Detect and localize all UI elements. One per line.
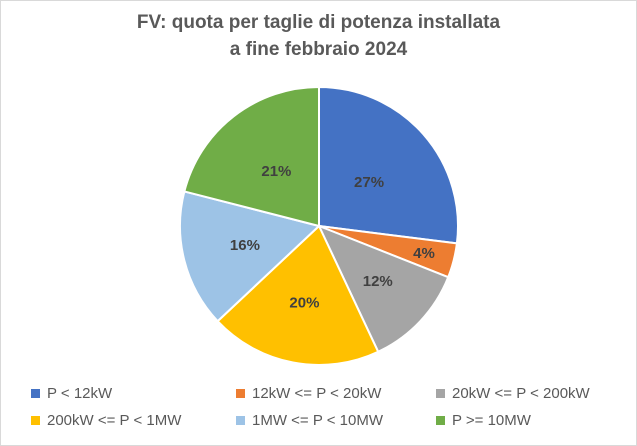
legend-item-3: 20kW <= P < 200kW [436, 385, 621, 402]
legend-label: P < 12kW [47, 385, 113, 402]
data-label-6: 21% [261, 163, 291, 180]
legend-label: 12kW <= P < 20kW [252, 385, 382, 402]
legend-item-4: 200kW <= P < 1MW [31, 412, 236, 429]
legend-swatch [436, 389, 445, 398]
pie-slice-4 [216, 224, 380, 366]
pie-slice-6 [183, 85, 320, 228]
data-label-4: 20% [289, 294, 319, 311]
chart-title-line-1: FV: quota per taglie di potenza installa… [136, 12, 501, 33]
legend-item-6: P >= 10MW [436, 412, 621, 429]
legend: P < 12kW 12kW <= P < 20kW 20kW <= P < 200k… [31, 385, 621, 429]
legend-swatch [31, 389, 40, 398]
legend-label: 20kW <= P < 200kW [452, 385, 590, 402]
data-label-2: 4% [413, 245, 435, 262]
legend-swatch [31, 416, 40, 425]
data-label-5: 16% [230, 237, 260, 254]
legend-item-5: 1MW <= P < 10MW [236, 412, 436, 429]
legend-swatch [236, 389, 245, 398]
legend-item-1: P < 12kW [31, 385, 236, 402]
chart-title: FV: quota per taglie di potenza installa… [1, 9, 636, 63]
legend-label: P >= 10MW [452, 412, 531, 429]
pie-slice-1 [318, 85, 459, 245]
legend-swatch [436, 416, 445, 425]
chart-title-line-2: a fine febbraio 2024 [229, 39, 408, 60]
legend-label: 1MW <= P < 10MW [252, 412, 384, 429]
data-label-1: 27% [354, 174, 384, 191]
legend-label: 200kW <= P < 1MW [47, 412, 182, 429]
legend-swatch [236, 416, 245, 425]
pie-slice-5 [179, 190, 322, 323]
pie-slice-3 [317, 224, 450, 354]
data-label-3: 12% [363, 273, 393, 290]
legend-item-2: 12kW <= P < 20kW [236, 385, 436, 402]
